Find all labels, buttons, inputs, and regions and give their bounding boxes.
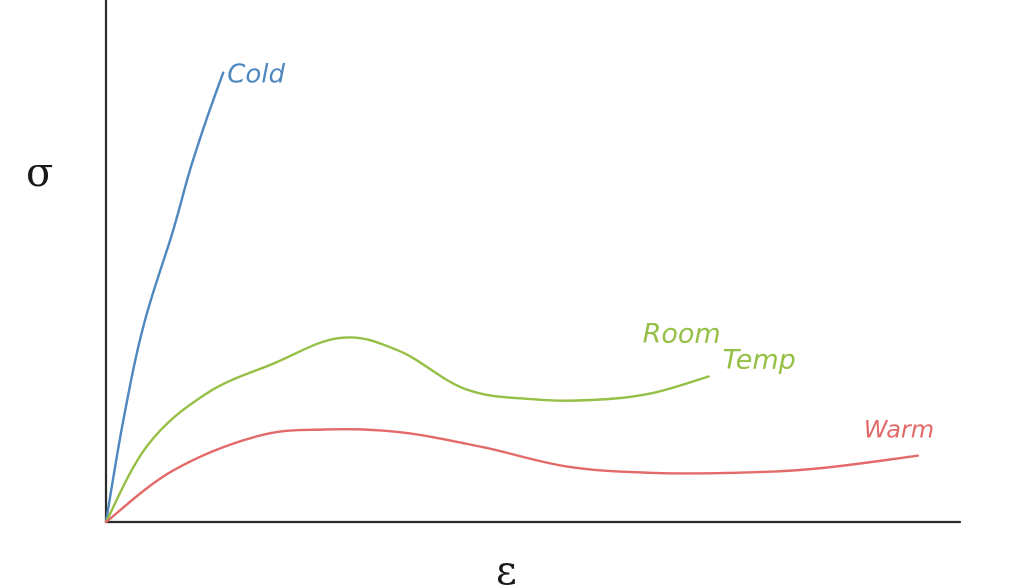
- x-axis-label: ε: [496, 548, 517, 588]
- series-layer: [104, 71, 919, 524]
- axes: [104, 0, 962, 524]
- series-label-line: Room: [643, 319, 721, 350]
- series-line-room-temp: [104, 336, 710, 524]
- series-label-line: Warm: [864, 416, 934, 444]
- series-label-room-temp: RoomTemp: [643, 319, 796, 376]
- series-label-cold: Cold: [227, 60, 285, 90]
- series-label-layer: Cold RoomTemp Warm: [227, 60, 934, 444]
- series-line-warm: [104, 427, 919, 524]
- y-axis-label: σ: [26, 150, 53, 196]
- series-label-line: Cold: [227, 60, 285, 90]
- series-label-warm: Warm: [864, 416, 934, 444]
- series-label-line: Temp: [723, 345, 796, 376]
- series-line-cold: [104, 71, 225, 524]
